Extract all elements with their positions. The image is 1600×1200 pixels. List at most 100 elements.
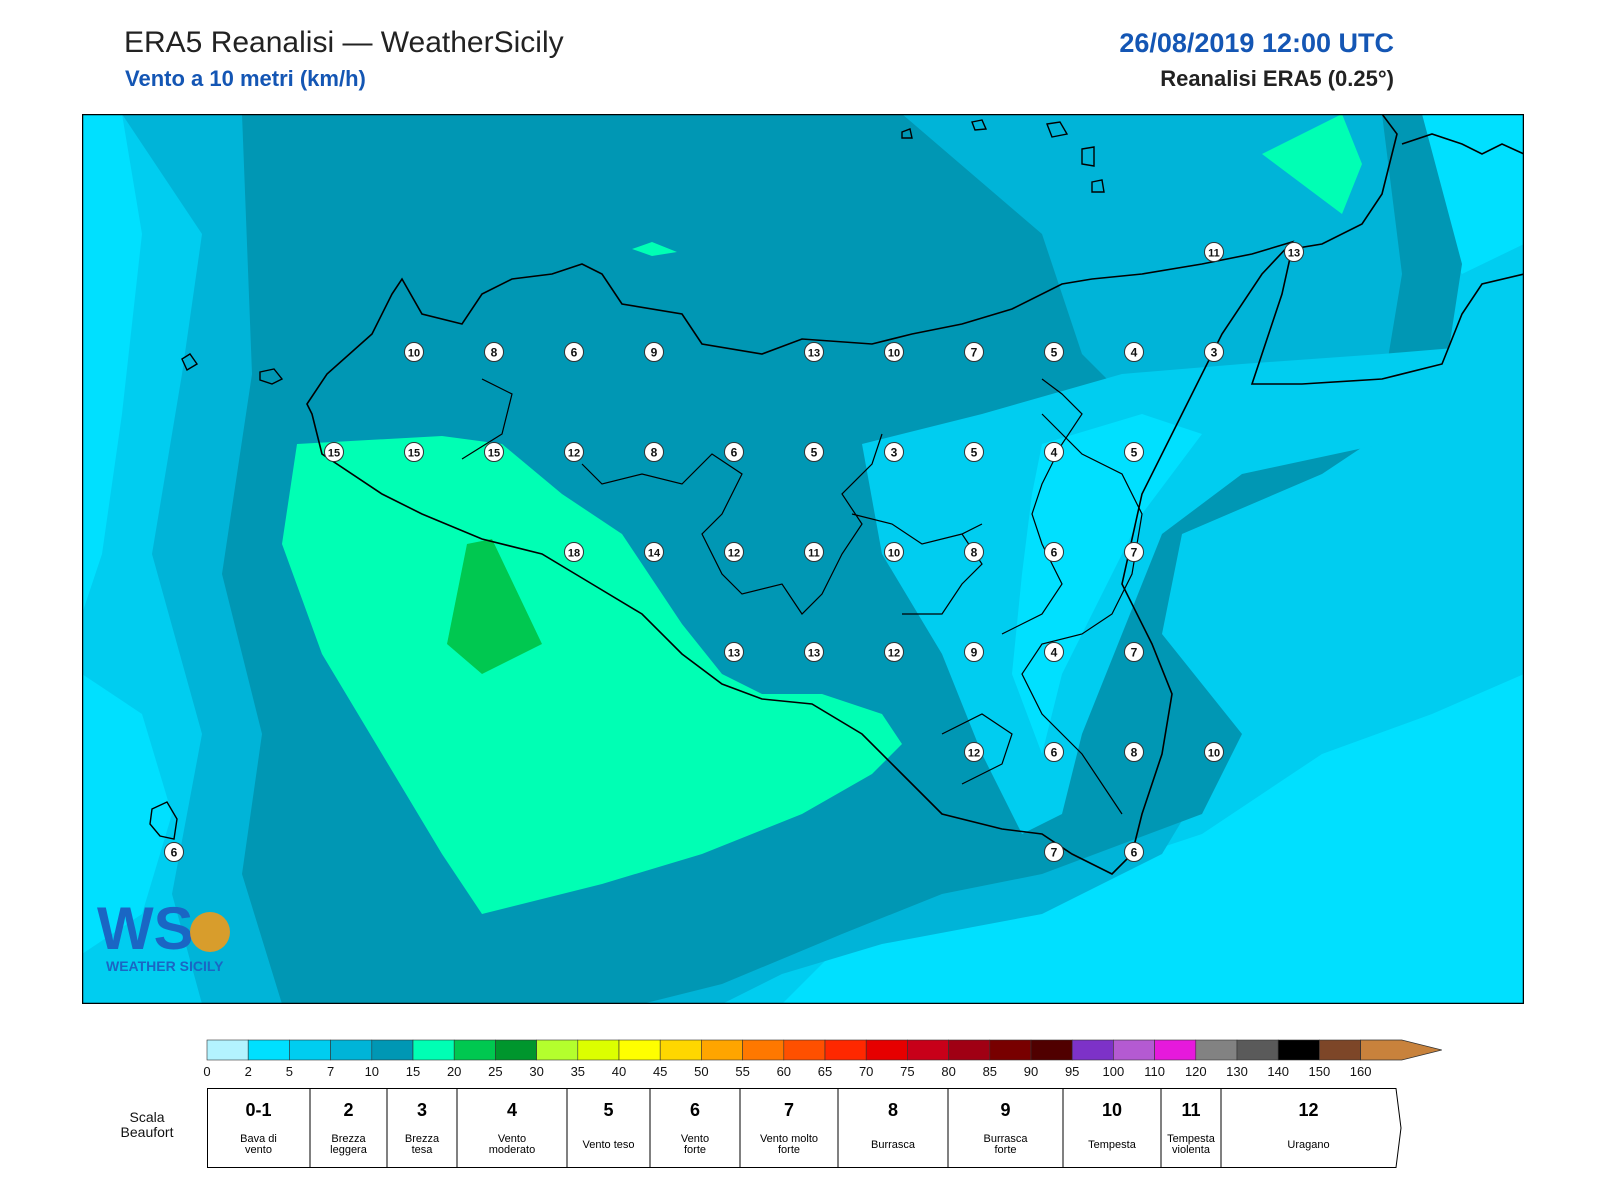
sicily-coastline: [306, 240, 1295, 875]
colorbar-swatch: [1071, 1039, 1114, 1061]
colorbar-swatch: [577, 1039, 620, 1061]
station-value: 13: [808, 648, 820, 660]
station-marker: 10: [404, 342, 424, 362]
colorbar-swatch: [495, 1039, 537, 1061]
colorbar-tick-label: 95: [1065, 1064, 1079, 1079]
aeolian-islands: [901, 119, 1105, 193]
colorbar-swatch: [412, 1039, 455, 1061]
colorbar-swatch: [289, 1039, 331, 1061]
strong-wind-channel-ne: [1262, 114, 1362, 214]
station-marker: 7: [1124, 542, 1144, 562]
station-marker: 6: [1124, 842, 1144, 862]
station-dot: [644, 442, 664, 462]
station-value: 5: [971, 446, 978, 460]
colorbar-swatch: [1113, 1039, 1155, 1061]
beaufort-description: vento: [245, 1144, 272, 1156]
colorbar-swatch: [1195, 1039, 1238, 1061]
colorbar-tick-label: 75: [900, 1064, 914, 1079]
map-subtitle: Vento a 10 metri (km/h): [125, 66, 366, 91]
colorbar-swatch: [1154, 1039, 1197, 1061]
station-marker: 11: [804, 542, 824, 562]
beaufort-description: Brezza: [405, 1133, 440, 1145]
colorbar-swatch: [907, 1039, 949, 1061]
colorbar-tick-label: 2: [245, 1064, 252, 1079]
beaufort-number: 12: [1298, 1100, 1318, 1120]
colorbar-tick-label: 55: [735, 1064, 749, 1079]
station-marker: 10: [1204, 742, 1224, 762]
station-dot: [964, 342, 984, 362]
station-marker: 12: [724, 542, 744, 562]
station-dot: [804, 542, 824, 562]
beaufort-number: 5: [603, 1100, 613, 1120]
station-value: 10: [1208, 748, 1220, 760]
colorbar-swatch: [371, 1039, 414, 1061]
station-dot: [324, 442, 344, 462]
colorbar-tick-label: 120: [1185, 1064, 1207, 1079]
beaufort-number: 0-1: [245, 1100, 271, 1120]
station-marker: 8: [644, 442, 664, 462]
station-value: 6: [1131, 846, 1138, 860]
station-marker: 13: [724, 642, 744, 662]
station-dot: [564, 542, 584, 562]
colorbar-swatch: [1360, 1039, 1442, 1061]
station-dot: [804, 442, 824, 462]
station-value: 5: [1131, 446, 1138, 460]
colorbar-swatch: [1277, 1039, 1320, 1061]
station-value: 14: [648, 548, 661, 560]
colorbar-tick-label: 15: [406, 1064, 420, 1079]
colorbar-tick-label: 90: [1024, 1064, 1038, 1079]
station-marker: 5: [1044, 342, 1064, 362]
station-dot: [804, 642, 824, 662]
station-marker: 6: [724, 442, 744, 462]
station-marker: 6: [564, 342, 584, 362]
station-value: 7: [1131, 646, 1138, 660]
beaufort-number: 3: [417, 1100, 427, 1120]
station-dot: [1284, 242, 1304, 262]
station-value: 10: [888, 548, 900, 560]
beaufort-description: Tempesta: [1167, 1133, 1216, 1145]
station-marker: 18: [564, 542, 584, 562]
station-value: 13: [1288, 248, 1300, 260]
beaufort-description: Vento molto: [760, 1133, 818, 1145]
beaufort-number: 2: [343, 1100, 353, 1120]
beaufort-description: leggera: [330, 1144, 368, 1156]
station-value: 3: [1211, 346, 1218, 360]
colorbar-tick-label: 100: [1103, 1064, 1125, 1079]
colorbar-tick-label: 85: [983, 1064, 997, 1079]
colorbar-tick-label: 50: [694, 1064, 708, 1079]
station-marker: 10: [884, 542, 904, 562]
station-value: 8: [491, 346, 498, 360]
beaufort-cell: 10 Tempesta: [1062, 1088, 1137, 1168]
logo-sun-icon: [190, 912, 230, 952]
station-dot: [1044, 742, 1064, 762]
colorbar-tick-label: 0: [203, 1064, 210, 1079]
station-dot: [404, 342, 424, 362]
station-marker: 5: [964, 442, 984, 462]
station-value: 7: [1051, 846, 1058, 860]
station-marker: 7: [1044, 842, 1064, 862]
colorbar-tick-label: 60: [777, 1064, 791, 1079]
station-marker: 15: [324, 442, 344, 462]
station-value: 8: [1131, 746, 1138, 760]
colorbar-tick-label: 130: [1226, 1064, 1248, 1079]
station-value: 6: [171, 846, 178, 860]
station-value: 9: [971, 646, 978, 660]
station-dot: [1124, 342, 1144, 362]
station-dot: [964, 642, 984, 662]
ustica-island: [181, 353, 199, 372]
station-value: 11: [808, 548, 820, 560]
valid-datetime: 26/08/2019 12:00 UTC: [1119, 28, 1394, 58]
station-dot: [644, 542, 664, 562]
station-value: 15: [328, 448, 340, 460]
station-marker: 14: [644, 542, 664, 562]
station-marker: 3: [884, 442, 904, 462]
strong-wind-patch-north: [632, 242, 677, 256]
logo-letters: WS: [97, 895, 194, 962]
station-value: 11: [1208, 248, 1220, 260]
